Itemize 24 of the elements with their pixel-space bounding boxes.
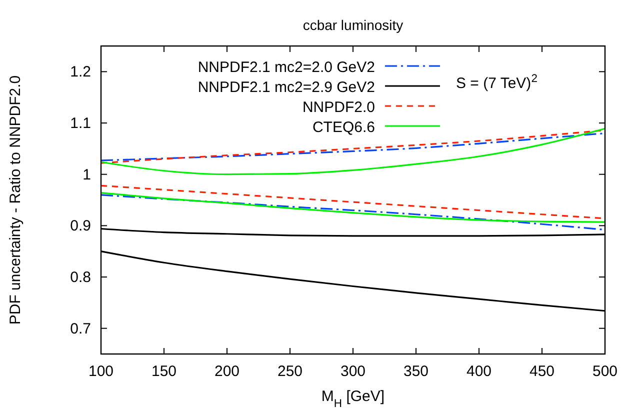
y-tick-label: 1.2 bbox=[70, 64, 91, 81]
legend-label: NNPDF2.1 mc2=2.9 GeV2 bbox=[198, 79, 375, 96]
x-tick-label: 500 bbox=[592, 363, 618, 380]
legend-label: NNPDF2.1 mc2=2.0 GeV2 bbox=[198, 59, 375, 76]
x-tick-label: 300 bbox=[340, 363, 366, 380]
chart-title: ccbar luminosity bbox=[302, 17, 404, 33]
x-tick-label: 150 bbox=[151, 363, 177, 380]
x-tick-label: 100 bbox=[88, 363, 114, 380]
y-tick-label: 0.8 bbox=[70, 269, 91, 286]
x-tick-label: 250 bbox=[277, 363, 303, 380]
x-tick-label: 450 bbox=[529, 363, 555, 380]
x-tick-label: 350 bbox=[403, 363, 429, 380]
x-axis-title: M$_{H}$ [GeV] bbox=[321, 388, 385, 410]
legend-label: NNPDF2.0 bbox=[302, 99, 375, 116]
y-tick-label: 0.9 bbox=[70, 218, 91, 235]
line-series bbox=[100, 192, 606, 223]
x-tick-label: 400 bbox=[466, 363, 492, 380]
y-tick-label: 1.1 bbox=[70, 115, 91, 132]
annotation: S = (7 TeV)$^{2}$ bbox=[456, 73, 538, 92]
legend-label: CTEQ6.6 bbox=[312, 119, 375, 136]
y-tick-label: 1 bbox=[82, 166, 91, 184]
y-axis-title: PDF uncertainty - Ratio to NNPDF2.0 bbox=[7, 75, 24, 325]
y-tick-label: 0.7 bbox=[70, 320, 91, 338]
x-tick-label: 200 bbox=[214, 363, 240, 380]
